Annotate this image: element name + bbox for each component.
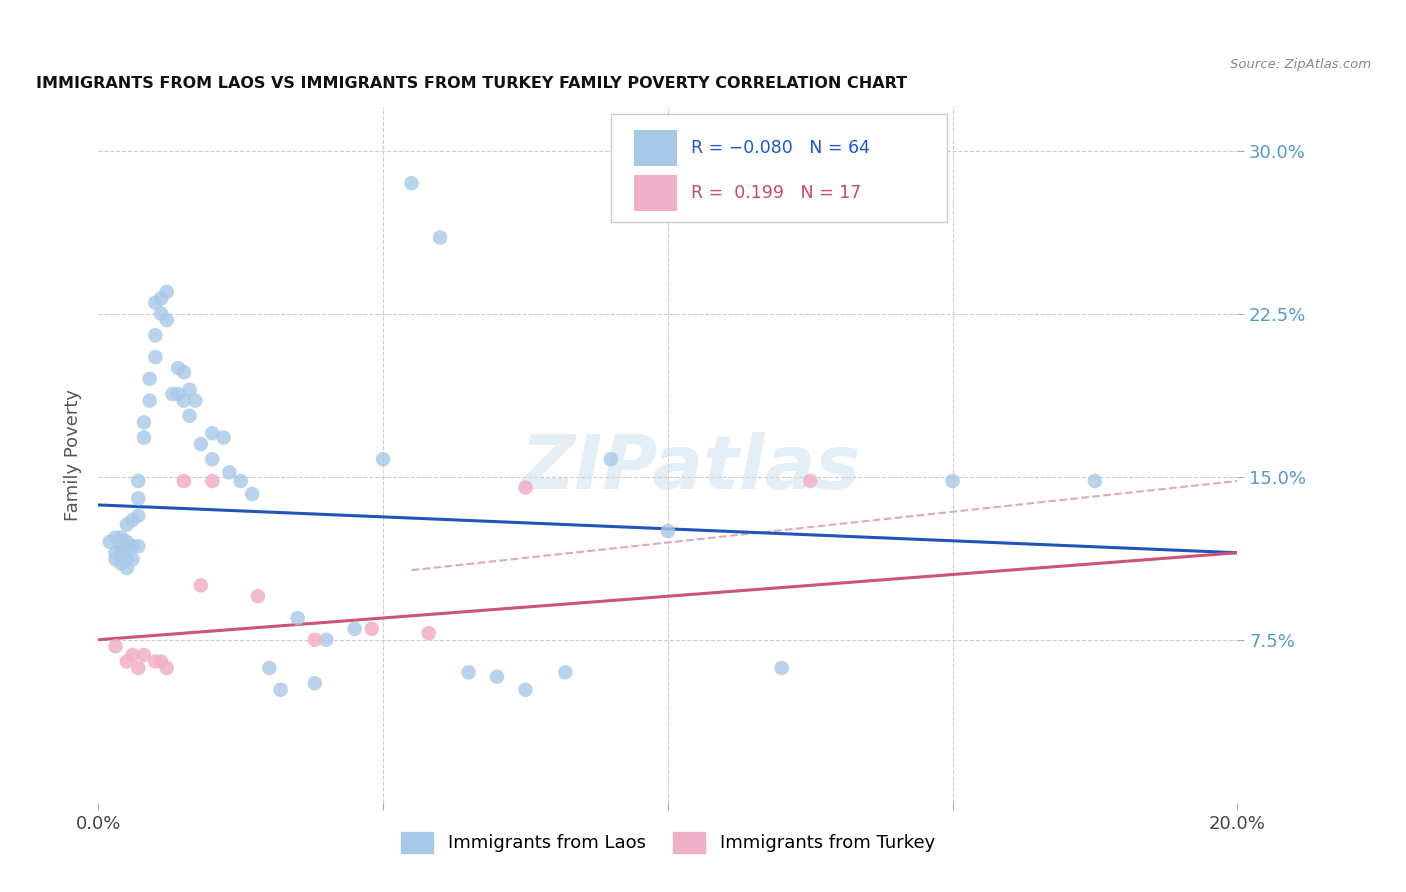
Point xyxy=(115,539,138,553)
Point xyxy=(98,534,121,549)
Point xyxy=(132,415,155,429)
Legend: Immigrants from Laos, Immigrants from Turkey: Immigrants from Laos, Immigrants from Tu… xyxy=(394,824,942,860)
Point xyxy=(418,626,440,640)
Point xyxy=(145,328,167,343)
Point xyxy=(218,466,240,480)
Point xyxy=(110,546,132,560)
Point xyxy=(229,474,252,488)
Point xyxy=(167,387,190,401)
Point xyxy=(212,430,235,444)
Point xyxy=(240,487,263,501)
Point xyxy=(201,474,224,488)
Point xyxy=(179,409,201,423)
Point xyxy=(600,452,623,467)
Point xyxy=(201,452,224,467)
Point xyxy=(173,393,195,408)
Point xyxy=(156,661,179,675)
Point xyxy=(201,426,224,441)
Point xyxy=(173,365,195,379)
Text: IMMIGRANTS FROM LAOS VS IMMIGRANTS FROM TURKEY FAMILY POVERTY CORRELATION CHART: IMMIGRANTS FROM LAOS VS IMMIGRANTS FROM … xyxy=(35,76,907,91)
Point xyxy=(115,534,138,549)
Point xyxy=(799,474,821,488)
Point xyxy=(173,474,195,488)
Point xyxy=(104,546,127,560)
Point xyxy=(156,313,179,327)
Point xyxy=(167,360,190,375)
Point xyxy=(343,622,366,636)
Point xyxy=(373,452,395,467)
Text: R = −0.080   N = 64: R = −0.080 N = 64 xyxy=(690,139,870,157)
Point xyxy=(127,474,149,488)
Point xyxy=(190,578,212,592)
Point xyxy=(127,539,149,553)
Point xyxy=(132,648,155,662)
Point xyxy=(121,648,143,662)
Point xyxy=(127,491,149,506)
Point xyxy=(150,307,173,321)
Point xyxy=(110,531,132,545)
Point xyxy=(770,661,793,675)
Point xyxy=(138,372,160,386)
Point xyxy=(179,383,201,397)
Point xyxy=(145,295,167,310)
Point xyxy=(657,524,679,538)
Point xyxy=(127,508,149,523)
Text: R =  0.199   N = 17: R = 0.199 N = 17 xyxy=(690,185,860,202)
Point xyxy=(110,539,132,553)
Text: Source: ZipAtlas.com: Source: ZipAtlas.com xyxy=(1230,58,1371,71)
Point xyxy=(145,655,167,669)
Point xyxy=(121,552,143,566)
Point xyxy=(145,350,167,364)
Point xyxy=(287,611,309,625)
Point xyxy=(115,517,138,532)
Point xyxy=(315,632,337,647)
Point xyxy=(162,387,184,401)
Point xyxy=(121,513,143,527)
Point xyxy=(115,552,138,566)
Point xyxy=(132,430,155,444)
Point xyxy=(127,661,149,675)
Point xyxy=(457,665,479,680)
Point xyxy=(184,393,207,408)
Point xyxy=(486,670,509,684)
Point xyxy=(515,481,537,495)
Point xyxy=(115,561,138,575)
Point xyxy=(156,285,179,299)
Point xyxy=(304,676,326,690)
Point xyxy=(429,230,451,244)
Point xyxy=(360,622,382,636)
FancyBboxPatch shape xyxy=(612,114,946,222)
Point xyxy=(554,665,576,680)
Bar xyxy=(634,130,676,166)
Point xyxy=(259,661,281,675)
Point xyxy=(104,531,127,545)
Text: ZIPatlas: ZIPatlas xyxy=(520,433,860,506)
Point xyxy=(270,682,292,697)
Point xyxy=(110,557,132,571)
Point xyxy=(121,539,143,553)
Point xyxy=(515,682,537,697)
Point xyxy=(942,474,965,488)
Point xyxy=(246,589,269,603)
Point xyxy=(190,437,212,451)
Point xyxy=(115,655,138,669)
Bar xyxy=(634,175,676,211)
Y-axis label: Family Poverty: Family Poverty xyxy=(65,389,83,521)
Point xyxy=(104,552,127,566)
Point xyxy=(401,176,423,190)
Point xyxy=(150,291,173,305)
Point xyxy=(1084,474,1107,488)
Point xyxy=(104,639,127,653)
Point xyxy=(304,632,326,647)
Point xyxy=(138,393,160,408)
Point xyxy=(150,655,173,669)
